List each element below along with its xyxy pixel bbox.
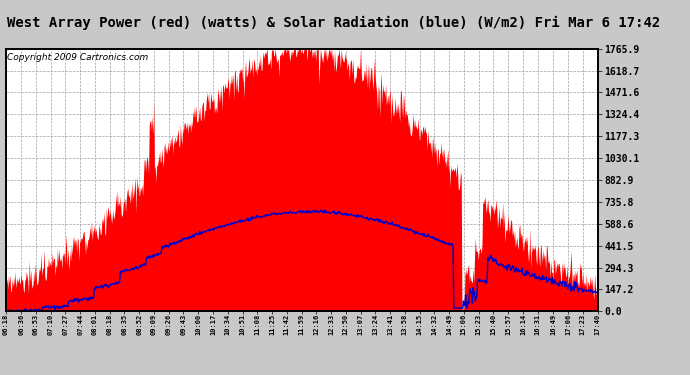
- Text: West Array Power (red) (watts) & Solar Radiation (blue) (W/m2) Fri Mar 6 17:42: West Array Power (red) (watts) & Solar R…: [7, 15, 660, 30]
- Text: Copyright 2009 Cartronics.com: Copyright 2009 Cartronics.com: [8, 53, 148, 62]
